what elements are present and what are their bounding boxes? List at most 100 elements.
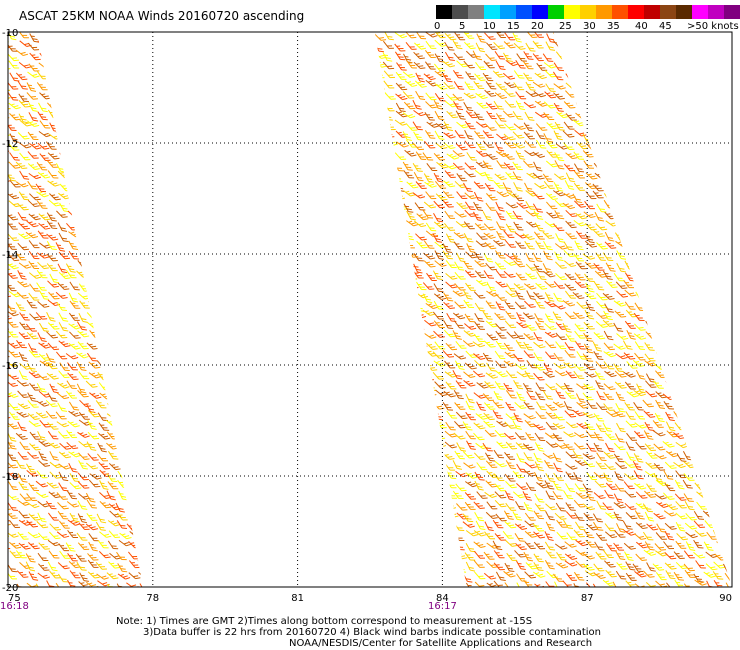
- wind-barb: [17, 390, 29, 398]
- wind-barb: [28, 250, 40, 260]
- wind-barb: [644, 421, 655, 432]
- wind-barb: [465, 542, 476, 553]
- wind-barb: [464, 323, 477, 330]
- wind-barb: [545, 421, 557, 430]
- wind-barb: [605, 410, 619, 418]
- wind-barb: [384, 313, 398, 320]
- wind-barb: [138, 291, 144, 298]
- wind-barb: [29, 21, 39, 33]
- wind-barb: [485, 372, 499, 379]
- wind-barb: [695, 242, 708, 249]
- wind-barb: [432, 371, 444, 380]
- wind-barb: [46, 220, 58, 229]
- wind-barb: [139, 583, 144, 587]
- wind-barb: [446, 410, 458, 419]
- wind-barb: [666, 430, 679, 438]
- wind-barb: [414, 533, 426, 541]
- wind-barb: [634, 422, 647, 429]
- wind-barb: [126, 52, 137, 62]
- wind-barb: [76, 361, 87, 371]
- wind-barb: [87, 109, 99, 118]
- wind-barb: [705, 563, 718, 571]
- wind-barb: [36, 82, 48, 91]
- wind-barb: [615, 100, 626, 110]
- wind-barb: [406, 210, 416, 221]
- wind-barb: [26, 220, 39, 228]
- wind-barb: [472, 50, 483, 61]
- wind-barb: [375, 522, 388, 531]
- wind-barb: [95, 561, 107, 570]
- wind-barb: [36, 470, 48, 479]
- wind-barb: [8, 334, 11, 339]
- wind-barb: [444, 430, 457, 438]
- wind-barb: [635, 291, 646, 301]
- wind-barb: [463, 380, 476, 387]
- wind-barb: [522, 491, 532, 501]
- wind-barb: [0, 450, 7, 462]
- wind-barb: [375, 262, 387, 271]
- wind-barb: [136, 259, 144, 267]
- wind-barb: [374, 393, 387, 401]
- wind-barb: [705, 153, 716, 162]
- wind-barb: [57, 562, 70, 570]
- wind-barb: [374, 342, 384, 352]
- wind-barb: [57, 573, 69, 583]
- wind-barb: [493, 562, 505, 571]
- wind-barb: [582, 503, 595, 511]
- wind-barb: [495, 513, 507, 522]
- wind-barb: [374, 300, 386, 308]
- wind-barb: [615, 590, 626, 602]
- wind-barb: [365, 408, 375, 420]
- wind-barb: [424, 450, 437, 459]
- wind-barb: [412, 142, 424, 151]
- wind-barb: [683, 340, 693, 350]
- wind-barb: [602, 270, 613, 280]
- wind-barb: [87, 559, 99, 568]
- wind-barb: [138, 20, 149, 31]
- wind-barb: [404, 230, 414, 241]
- wind-barb: [395, 71, 407, 80]
- wind-barb: [404, 533, 416, 542]
- wind-barb: [563, 101, 576, 109]
- wind-barb: [633, 470, 644, 480]
- wind-barb: [575, 341, 586, 350]
- wind-barb: [615, 391, 626, 402]
- wind-barb: [452, 70, 464, 79]
- credit-line: NOAA/NESDIS/Center for Satellite Applica…: [289, 638, 593, 649]
- wind-barb: [674, 21, 685, 33]
- wind-barb: [78, 60, 91, 68]
- wind-barb: [434, 32, 446, 39]
- wind-barb: [98, 432, 111, 440]
- wind-barb: [633, 161, 643, 172]
- wind-barb: [69, 281, 80, 291]
- wind-barb: [77, 239, 90, 248]
- wind-barb: [374, 337, 377, 340]
- wind-barb: [99, 130, 112, 137]
- wind-barb: [139, 312, 144, 320]
- wind-barb: [542, 390, 554, 400]
- wind-barb: [106, 572, 119, 580]
- wind-barb: [96, 200, 110, 207]
- wind-barb: [603, 41, 617, 48]
- wind-barb: [435, 193, 448, 201]
- wind-barb: [594, 270, 607, 278]
- wind-barb: [58, 370, 70, 379]
- wind-barb: [463, 221, 475, 230]
- wind-barb: [646, 483, 657, 492]
- wind-barb: [374, 363, 385, 372]
- wind-barb: [385, 449, 398, 458]
- lon-tick-label: 81: [291, 593, 304, 604]
- wind-barb: [393, 253, 404, 262]
- wind-barb: [664, 461, 677, 469]
- wind-barb: [475, 42, 486, 53]
- wind-barb: [414, 381, 426, 390]
- wind-barb: [374, 205, 377, 209]
- wind-barb: [76, 152, 88, 161]
- wind-barb: [612, 179, 623, 189]
- wind-barb: [374, 111, 384, 121]
- wind-barb: [585, 21, 595, 33]
- wind-barb: [67, 362, 78, 371]
- wind-barb: [8, 266, 11, 271]
- wind-barb: [645, 153, 655, 163]
- wind-barb: [15, 432, 28, 440]
